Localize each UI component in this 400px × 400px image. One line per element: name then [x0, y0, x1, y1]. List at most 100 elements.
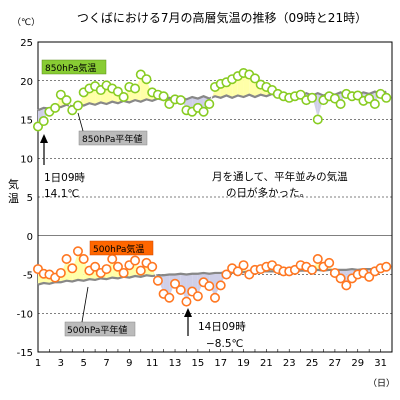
series-850hPa-data-point	[158, 91, 169, 102]
annotation-first-arrow-head	[40, 134, 48, 143]
tag-500hPa-normal: 500hPa平年値	[64, 286, 136, 337]
series-500hPa-data-point	[112, 261, 123, 272]
series-points	[32, 68, 392, 307]
tag-850hPa-text: 850hPa気温	[45, 62, 96, 74]
series-850hPa-data-point	[38, 116, 49, 127]
x-tick-label: 3	[58, 358, 64, 369]
y-unit-label: （℃）	[12, 17, 40, 28]
series-500hPa-data-point	[175, 284, 186, 295]
series-850hPa-data-point	[50, 102, 61, 113]
series-500hPa-data-point	[170, 278, 181, 289]
series-500hPa-data-point	[101, 264, 112, 275]
x-tick-label: 29	[351, 358, 364, 369]
series-500hPa-data-point	[210, 292, 221, 303]
x-tick-label: 5	[80, 358, 86, 369]
series-850hPa-data-point	[249, 73, 260, 84]
annotation-summary-line2: の日が多かった。	[226, 186, 310, 199]
tag-850hPa-normal-pointer	[77, 112, 84, 132]
series-500hPa-data-point	[152, 275, 163, 286]
series-850hPa-data-point	[381, 92, 392, 103]
annotation-min-line2: −8.5℃	[206, 338, 243, 350]
series-850hPa-data-point	[312, 114, 323, 125]
x-tick-label: 27	[329, 358, 342, 369]
x-tick-label: 25	[306, 358, 319, 369]
y-tick-label: 20	[20, 77, 33, 88]
y-tick-label: 10	[20, 154, 33, 165]
tag-500hPa-normal-text: 500hPa平年値	[67, 324, 127, 336]
tag-500hPa-normal-box	[64, 321, 136, 337]
y-axis-label-char-1: 気	[8, 177, 19, 191]
y-tick-label: 0	[27, 232, 33, 243]
y-axis-label-char-2: 温	[8, 192, 19, 205]
series-500hPa-data-point	[107, 254, 118, 265]
x-tick-label: 13	[169, 358, 182, 369]
tag-850hPa-normal-box	[78, 130, 148, 146]
tag-850hPa: 850hPa気温	[41, 59, 107, 75]
tag-500hPa-box	[89, 240, 154, 256]
x-tick-label: 31	[374, 358, 387, 369]
annotation-summary-line1: 月を通して、平年並みの気温	[212, 170, 348, 183]
series-500hPa-data-point	[55, 267, 66, 278]
x-tick-label: 1	[35, 358, 41, 369]
series-850hPa-data-point	[72, 100, 83, 111]
series-500hPa-data-point	[324, 257, 335, 268]
tag-500hPa: 500hPa気温	[89, 240, 154, 256]
x-tick-label: 17	[214, 358, 227, 369]
series-500hPa-data-point	[147, 261, 158, 272]
series-500hPa-data-point	[78, 254, 89, 265]
series-500hPa-data-point	[238, 260, 249, 271]
series-850hPa-data-point	[307, 92, 318, 103]
series-500hPa-data-point	[135, 265, 146, 276]
series-850hPa-data-point	[141, 74, 152, 85]
series-500hPa-data-point	[61, 254, 72, 265]
tag-850hPa-normal: 850hPa平年値	[77, 112, 148, 146]
annotation-first-line1: 1日09時	[44, 172, 86, 184]
series-850hPa-data-point	[61, 95, 72, 106]
series-850hPa-data-point	[204, 99, 215, 110]
tag-850hPa-box	[41, 59, 107, 75]
annotation-first: 1日09時 14.1℃	[40, 134, 86, 200]
x-tick-label: 7	[103, 358, 109, 369]
series-500hPa-data-point	[312, 254, 323, 265]
tag-850hPa-normal-text: 850hPa平年値	[82, 133, 142, 145]
annotation-min-line1: 14日09時	[198, 321, 246, 333]
series-500hPa-data-point	[118, 267, 129, 278]
series-500hPa-data-point	[215, 280, 226, 291]
series-500hPa-data-point	[130, 255, 141, 266]
series-850hPa-data-point	[130, 83, 141, 94]
tag-500hPa-normal-pointer	[81, 286, 89, 323]
y-tick-label: -10	[17, 309, 33, 320]
series-500hPa-data-point	[67, 263, 78, 274]
x-tick-label: 15	[192, 358, 205, 369]
x-unit-label: （日）	[368, 378, 395, 389]
tag-500hPa-text: 500hPa気温	[93, 243, 144, 255]
series-500hPa-data-point	[335, 273, 346, 284]
annotation-min: 14日09時 −8.5℃	[184, 308, 246, 350]
series-500hPa-data-point	[164, 292, 175, 303]
series-500hPa-data-point	[72, 246, 83, 257]
x-tick-label: 11	[146, 358, 159, 369]
series-500hPa-data-point	[232, 266, 243, 277]
series-500hPa-data-point	[341, 280, 352, 291]
x-tick-label: 19	[237, 358, 250, 369]
annotation-summary: 月を通して、平年並みの気温 の日が多かった。	[212, 170, 348, 199]
series-500hPa-data-point	[192, 291, 203, 302]
series-500hPa-data-point	[90, 261, 101, 272]
y-tick-label: -15	[17, 348, 33, 359]
x-tick-label: 9	[126, 358, 132, 369]
x-tick-label: 21	[260, 358, 273, 369]
x-tick-label: 23	[283, 358, 296, 369]
series-500hPa-data-point	[221, 269, 232, 280]
y-tick-label: 15	[20, 116, 33, 127]
series-500hPa-data-point	[307, 264, 318, 275]
series-500hPa-normal-line	[37, 267, 387, 286]
y-tick-label: 5	[27, 193, 33, 204]
series-500hPa-data-point	[381, 261, 392, 272]
annotation-min-arrow-head	[184, 308, 192, 317]
y-tick-label: -5	[23, 271, 33, 282]
series-500hPa-data-point	[204, 281, 215, 292]
series-850hPa-data-point	[118, 92, 129, 103]
series-500hPa-data-point	[181, 296, 192, 307]
